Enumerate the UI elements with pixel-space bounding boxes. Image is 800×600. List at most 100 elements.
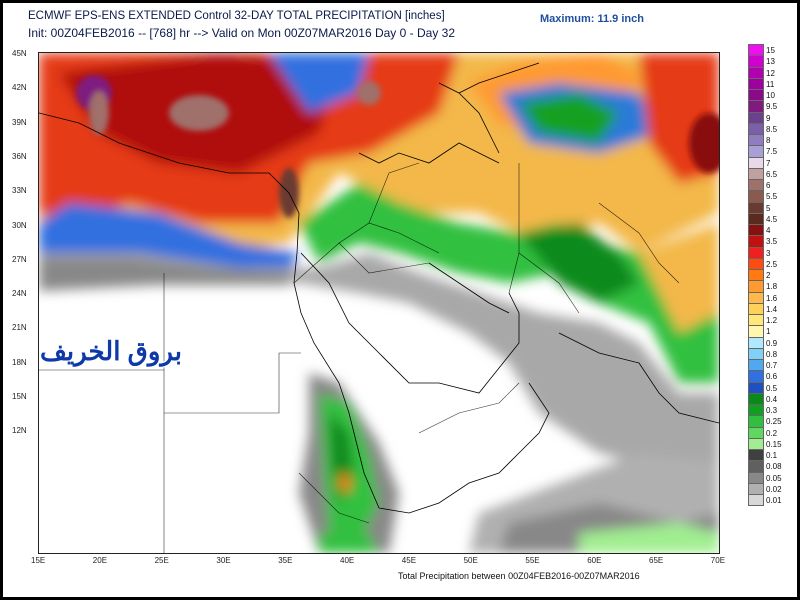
legend-label: 13 (766, 57, 775, 67)
map-title: ECMWF EPS-ENS EXTENDED Control 32-DAY TO… (28, 10, 445, 22)
legend-label: 0.25 (766, 417, 782, 427)
legend-label: 1.8 (766, 282, 778, 292)
legend-label: 0.08 (766, 462, 782, 472)
legend-label: 1.2 (766, 316, 778, 325)
legend-swatch (748, 347, 764, 359)
latitude-label: 42N (12, 83, 27, 93)
legend-swatch (748, 257, 764, 269)
latitude-label: 33N (12, 186, 27, 196)
legend-label: 6.5 (766, 169, 778, 179)
longitude-label: 25E (154, 556, 169, 565)
legend-label: 6 (766, 181, 771, 190)
legend-swatch (748, 111, 764, 123)
legend-swatch (748, 122, 764, 134)
legend-swatch (748, 224, 764, 236)
legend-swatch (748, 482, 764, 494)
legend-label: 9.5 (766, 102, 778, 112)
legend-swatch (748, 314, 764, 326)
legend-label: 0.02 (766, 484, 782, 494)
legend-label: 4.5 (766, 214, 778, 224)
precip-fields (39, 53, 719, 553)
legend-label: 0.1 (766, 451, 778, 460)
legend-swatch (748, 302, 764, 314)
latitude-label: 30N (12, 220, 27, 230)
longitude-label: 70E (710, 556, 726, 565)
longitude-label: 60E (587, 556, 602, 565)
latitude-label: 27N (12, 254, 27, 264)
legend-label: 0.01 (766, 496, 782, 505)
map-subtitle: Init: 00Z04FEB2016 -- [768] hr --> Valid… (28, 26, 455, 40)
legend-label: 1.4 (766, 304, 778, 314)
legend-label: 10 (766, 91, 775, 100)
legend-swatch (748, 325, 764, 337)
legend-swatch (748, 370, 764, 382)
legend-label: 2 (766, 271, 771, 280)
legend-swatch (748, 460, 764, 472)
legend-label: 0.15 (766, 439, 782, 449)
precip-peaks (76, 75, 719, 218)
legend-swatch (748, 291, 764, 303)
legend-swatch (748, 212, 764, 224)
legend-label: 0.9 (766, 338, 778, 348)
legend-swatch (748, 381, 764, 393)
legend-swatch (748, 145, 764, 157)
legend-swatch (748, 269, 764, 281)
longitude-label: 15E (31, 556, 46, 565)
footer-caption: Total Precipitation between 00Z04FEB2016… (398, 571, 640, 581)
legend-label: 0.6 (766, 372, 778, 382)
legend-swatch (748, 336, 764, 348)
legend-swatch (748, 134, 764, 146)
legend-label: 1 (766, 327, 771, 337)
legend-label: 15 (766, 46, 775, 55)
legend-label: 11 (766, 79, 775, 89)
legend-swatch (748, 179, 764, 191)
legend-swatch (748, 471, 764, 483)
longitude-label: 65E (649, 556, 664, 565)
legend-label: 7.5 (766, 147, 778, 157)
legend-swatch (748, 392, 764, 404)
legend-swatch (748, 359, 764, 371)
legend-label: 9 (766, 113, 771, 123)
legend-label: 1.6 (766, 293, 778, 303)
latitude-label: 36N (12, 151, 27, 161)
longitude-label: 55E (525, 556, 540, 565)
latitude-label: 39N (12, 117, 27, 127)
legend-swatch (748, 66, 764, 78)
legend-label: 4 (766, 226, 771, 235)
latitude-label: 15N (12, 392, 27, 401)
legend-swatch (748, 494, 764, 507)
legend-swatch (748, 89, 764, 101)
legend-label: 0.2 (766, 428, 778, 438)
longitude-label: 40E (340, 556, 355, 565)
color-legend (748, 44, 764, 507)
latitude-label: 45N (12, 49, 27, 58)
longitude-label: 50E (463, 556, 478, 565)
legend-label: 12 (766, 68, 775, 78)
legend-label: 5.5 (766, 192, 778, 202)
legend-label: 7 (766, 158, 771, 168)
legend-swatch (748, 201, 764, 213)
legend-swatch (748, 167, 764, 179)
latitude-label: 18N (12, 357, 27, 367)
latitude-label: 24N (12, 289, 27, 299)
legend-label: 3.5 (766, 237, 778, 247)
precipitation-map (38, 52, 720, 554)
longitude-label: 20E (92, 556, 108, 565)
longitude-label: 45E (401, 556, 417, 565)
legend-label: 0.4 (766, 394, 778, 404)
legend-swatch (748, 426, 764, 438)
maximum-label: Maximum: 11.9 inch (540, 13, 644, 25)
latitude-label: 21N (12, 323, 27, 333)
longitude-label: 35E (278, 556, 293, 565)
legend-swatch (748, 415, 764, 427)
legend-label: 0.3 (766, 406, 778, 415)
legend-swatch (748, 437, 764, 449)
legend-label: 8 (766, 136, 771, 145)
latitude-label: 12N (12, 426, 27, 436)
legend-label: 0.8 (766, 349, 778, 359)
watermark-text: بروق الخريف (40, 336, 182, 366)
legend-swatch (748, 280, 764, 292)
longitude-label: 30E (216, 556, 231, 565)
legend-swatch (748, 235, 764, 247)
legend-label: 5 (766, 203, 771, 213)
